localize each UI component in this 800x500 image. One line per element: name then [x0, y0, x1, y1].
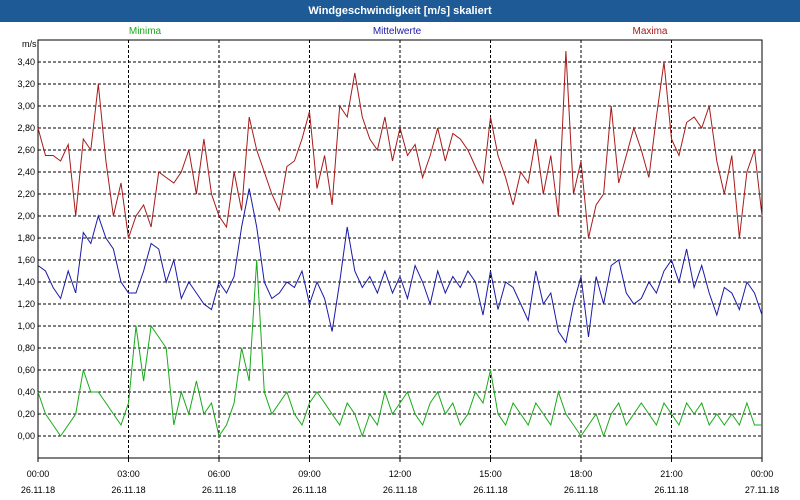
y-tick-label: 1,20 — [17, 299, 35, 309]
x-tick-date: 26.11.18 — [654, 485, 688, 495]
y-tick-label: 1,40 — [17, 277, 35, 287]
plot-frame — [37, 39, 763, 459]
series-line-mittelwerte — [37, 188, 763, 344]
y-tick-label: 2,20 — [17, 189, 35, 199]
x-tick-labels: 00:00 26.11.18 03:00 26.11.18 06:00 26.11.18 0… — [21, 469, 779, 495]
y-tick-label: 3,40 — [17, 57, 35, 67]
x-tick-time: 03:00 — [117, 469, 140, 479]
x-tick-date: 26.11.18 — [383, 485, 417, 495]
y-tick-label: 0,00 — [17, 431, 35, 441]
x-tick-time: 00:00 — [751, 469, 774, 479]
y-tick-label: 3,20 — [17, 79, 35, 89]
series-line-minima — [37, 259, 762, 438]
y-tick-label: 1,00 — [17, 321, 35, 331]
y-axis-label: m/s — [22, 39, 37, 49]
x-tick-date: 27.11.18 — [745, 485, 779, 495]
y-tick-label: 2,80 — [17, 123, 35, 133]
y-tick-label: 2,40 — [17, 167, 35, 177]
x-tick-time: 18:00 — [570, 469, 593, 479]
x-tick-date: 26.11.18 — [111, 485, 145, 495]
x-tick-time: 21:00 — [660, 469, 683, 479]
y-tick-label: 1,60 — [17, 255, 35, 265]
window-title: Windgeschwindigkeit [m/s] skaliert — [0, 0, 800, 22]
series-layer — [37, 50, 763, 438]
y-tick-label: 2,00 — [17, 211, 35, 221]
y-tick-labels: 3,40 3,20 3,00 2,80 2,60 2,40 2,20 2,00 1,80 1,60… — [17, 57, 35, 441]
x-tick-time: 12:00 — [389, 469, 412, 479]
axes — [37, 39, 763, 462]
x-tick-time: 15:00 — [479, 469, 502, 479]
y-tick-label: 0,80 — [17, 343, 35, 353]
x-tick-date: 26.11.18 — [473, 485, 507, 495]
x-tick-time: 09:00 — [298, 469, 321, 479]
x-tick-date: 26.11.18 — [564, 485, 598, 495]
legend-mittelwerte: Mittelwerte — [373, 26, 422, 37]
x-tick-time: 06:00 — [208, 469, 231, 479]
x-tick-date: 26.11.18 — [202, 485, 236, 495]
legend-maxima: Maxima — [632, 26, 667, 37]
y-tick-label: 1,80 — [17, 233, 35, 243]
series-line-maxima — [37, 50, 763, 239]
y-tick-label: 2,60 — [17, 145, 35, 155]
x-tick-date: 26.11.18 — [21, 485, 55, 495]
y-tick-label: 0,20 — [17, 409, 35, 419]
y-tick-label: 0,60 — [17, 365, 35, 375]
y-tick-label: 0,40 — [17, 387, 35, 397]
y-tick-label: 3,00 — [17, 101, 35, 111]
legend: Minima Mittelwerte Maxima — [129, 26, 668, 37]
grid — [38, 40, 762, 458]
legend-minima: Minima — [129, 26, 162, 37]
x-tick-time: 00:00 — [27, 469, 50, 479]
x-tick-date: 26.11.18 — [292, 485, 326, 495]
